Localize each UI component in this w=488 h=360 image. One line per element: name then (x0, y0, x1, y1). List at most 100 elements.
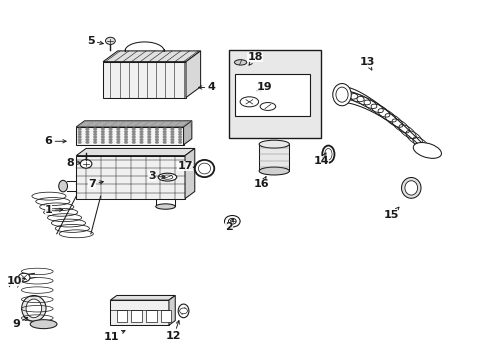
Ellipse shape (26, 299, 41, 318)
Circle shape (93, 138, 97, 141)
Ellipse shape (30, 320, 57, 329)
Circle shape (124, 128, 128, 131)
Circle shape (108, 133, 112, 136)
Ellipse shape (401, 177, 420, 198)
Circle shape (116, 128, 120, 131)
Ellipse shape (234, 60, 246, 65)
Polygon shape (168, 296, 175, 325)
Text: 7: 7 (88, 179, 103, 189)
Polygon shape (76, 121, 191, 127)
Text: 8: 8 (66, 158, 81, 168)
Circle shape (108, 136, 112, 139)
Circle shape (93, 128, 97, 131)
Circle shape (179, 308, 187, 314)
Ellipse shape (156, 204, 175, 209)
Polygon shape (76, 127, 183, 145)
Circle shape (85, 141, 89, 144)
Ellipse shape (324, 148, 331, 160)
Polygon shape (110, 296, 175, 300)
Circle shape (101, 138, 104, 141)
Circle shape (85, 128, 89, 131)
Ellipse shape (260, 103, 275, 111)
Circle shape (124, 136, 128, 139)
Text: 1: 1 (44, 206, 62, 216)
Text: 6: 6 (44, 136, 66, 146)
Circle shape (78, 138, 81, 141)
Circle shape (101, 130, 104, 133)
Circle shape (178, 141, 182, 144)
Circle shape (178, 138, 182, 141)
Circle shape (18, 273, 30, 282)
Ellipse shape (198, 163, 210, 174)
Circle shape (101, 136, 104, 139)
Ellipse shape (259, 167, 289, 175)
Text: 17: 17 (177, 161, 193, 171)
Circle shape (163, 128, 166, 131)
Polygon shape (110, 300, 168, 325)
Circle shape (116, 133, 120, 136)
Circle shape (163, 138, 166, 141)
Circle shape (132, 128, 136, 131)
Circle shape (170, 138, 174, 141)
Bar (160, 310, 171, 321)
Circle shape (170, 130, 174, 133)
Circle shape (178, 136, 182, 139)
Text: 16: 16 (253, 177, 269, 189)
Text: 3: 3 (148, 171, 165, 181)
Circle shape (139, 136, 143, 139)
Text: 12: 12 (166, 321, 181, 341)
Circle shape (147, 128, 151, 131)
Text: 14: 14 (313, 153, 329, 166)
Circle shape (170, 141, 174, 144)
Circle shape (228, 219, 236, 224)
Circle shape (93, 136, 97, 139)
Circle shape (124, 138, 128, 141)
Circle shape (85, 138, 89, 141)
Ellipse shape (259, 140, 289, 148)
Circle shape (178, 128, 182, 131)
Ellipse shape (162, 175, 172, 179)
Polygon shape (185, 51, 200, 98)
Circle shape (147, 138, 151, 141)
Polygon shape (103, 62, 185, 98)
Circle shape (155, 136, 159, 139)
Circle shape (78, 128, 81, 131)
Text: 15: 15 (383, 207, 399, 220)
Circle shape (139, 141, 143, 144)
Circle shape (147, 130, 151, 133)
Circle shape (85, 130, 89, 133)
Bar (228, 50, 320, 138)
Ellipse shape (21, 296, 46, 321)
Ellipse shape (412, 143, 441, 158)
Text: 10: 10 (7, 276, 25, 286)
Bar (117, 310, 127, 321)
Circle shape (163, 130, 166, 133)
Circle shape (155, 130, 159, 133)
Circle shape (155, 138, 159, 141)
Text: 19: 19 (257, 82, 272, 93)
Circle shape (116, 136, 120, 139)
Circle shape (224, 216, 240, 227)
Circle shape (124, 130, 128, 133)
Circle shape (108, 130, 112, 133)
Ellipse shape (332, 84, 350, 106)
Ellipse shape (240, 97, 258, 107)
Circle shape (93, 130, 97, 133)
Polygon shape (103, 51, 200, 62)
Circle shape (132, 141, 136, 144)
Circle shape (116, 130, 120, 133)
Circle shape (78, 130, 81, 133)
Ellipse shape (404, 181, 417, 195)
Circle shape (170, 133, 174, 136)
Circle shape (116, 141, 120, 144)
Circle shape (93, 141, 97, 144)
Text: 18: 18 (247, 52, 263, 65)
Circle shape (178, 133, 182, 136)
Circle shape (170, 128, 174, 131)
Text: 4: 4 (198, 82, 215, 93)
Circle shape (108, 141, 112, 144)
Circle shape (108, 138, 112, 141)
Circle shape (93, 133, 97, 136)
Circle shape (139, 138, 143, 141)
Circle shape (170, 136, 174, 139)
